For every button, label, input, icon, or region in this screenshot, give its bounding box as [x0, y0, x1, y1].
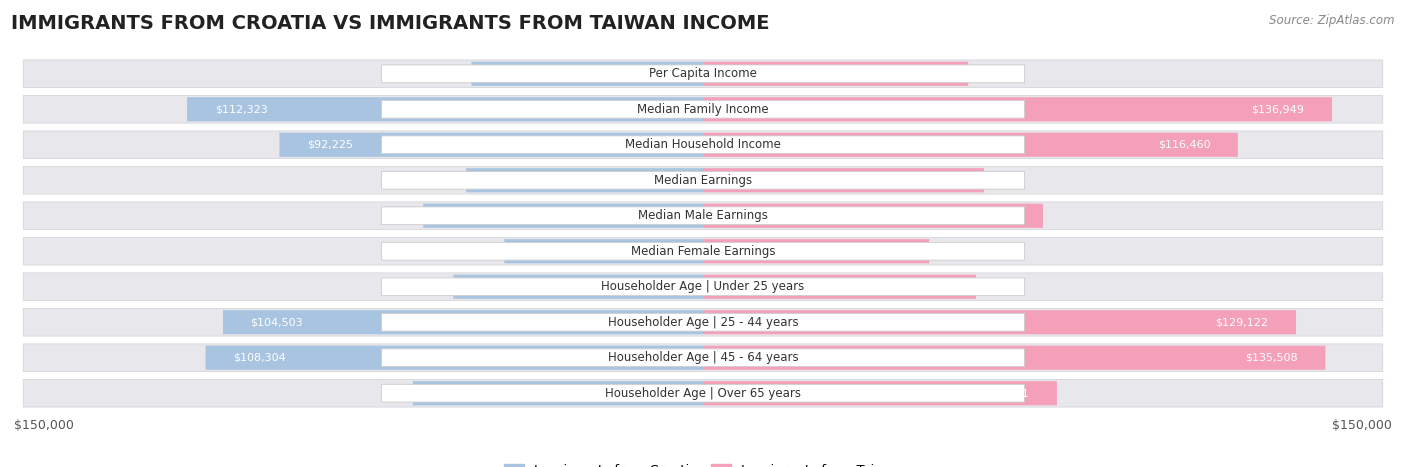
FancyBboxPatch shape: [703, 97, 1331, 121]
Text: $135,508: $135,508: [1246, 353, 1298, 363]
FancyBboxPatch shape: [381, 313, 1025, 331]
Text: $74,031: $74,031: [970, 211, 1015, 221]
Legend: Immigrants from Croatia, Immigrants from Taiwan: Immigrants from Croatia, Immigrants from…: [499, 459, 907, 467]
FancyBboxPatch shape: [471, 62, 703, 86]
Text: $116,460: $116,460: [1157, 140, 1211, 150]
FancyBboxPatch shape: [703, 168, 984, 192]
FancyBboxPatch shape: [381, 349, 1025, 367]
Text: Householder Age | Over 65 years: Householder Age | Over 65 years: [605, 387, 801, 400]
Text: Median Male Earnings: Median Male Earnings: [638, 209, 768, 222]
FancyBboxPatch shape: [703, 275, 976, 299]
FancyBboxPatch shape: [381, 171, 1025, 189]
FancyBboxPatch shape: [703, 381, 1057, 405]
Text: $150,000: $150,000: [14, 419, 75, 432]
Text: Householder Age | 25 - 44 years: Householder Age | 25 - 44 years: [607, 316, 799, 329]
Text: $49,256: $49,256: [856, 246, 901, 256]
FancyBboxPatch shape: [381, 242, 1025, 260]
FancyBboxPatch shape: [413, 381, 703, 405]
Text: Median Earnings: Median Earnings: [654, 174, 752, 187]
FancyBboxPatch shape: [224, 310, 703, 334]
FancyBboxPatch shape: [467, 168, 703, 192]
FancyBboxPatch shape: [381, 384, 1025, 402]
FancyBboxPatch shape: [703, 310, 1296, 334]
Text: $108,304: $108,304: [233, 353, 285, 363]
Text: $59,424: $59,424: [903, 282, 949, 292]
FancyBboxPatch shape: [187, 97, 703, 121]
Text: $150,000: $150,000: [1331, 419, 1392, 432]
FancyBboxPatch shape: [703, 204, 1043, 228]
Text: Householder Age | 45 - 64 years: Householder Age | 45 - 64 years: [607, 351, 799, 364]
Text: IMMIGRANTS FROM CROATIA VS IMMIGRANTS FROM TAIWAN INCOME: IMMIGRANTS FROM CROATIA VS IMMIGRANTS FR…: [11, 14, 769, 33]
Text: Median Female Earnings: Median Female Earnings: [631, 245, 775, 258]
Text: $77,051: $77,051: [984, 388, 1029, 398]
FancyBboxPatch shape: [24, 166, 1382, 194]
FancyBboxPatch shape: [24, 308, 1382, 336]
Text: $129,122: $129,122: [1216, 317, 1268, 327]
Text: Per Capita Income: Per Capita Income: [650, 67, 756, 80]
FancyBboxPatch shape: [423, 204, 703, 228]
FancyBboxPatch shape: [703, 346, 1326, 370]
Text: $92,225: $92,225: [307, 140, 353, 150]
FancyBboxPatch shape: [505, 239, 703, 263]
Text: $50,417: $50,417: [499, 69, 544, 79]
FancyBboxPatch shape: [205, 346, 703, 370]
Text: Source: ZipAtlas.com: Source: ZipAtlas.com: [1270, 14, 1395, 27]
Text: Median Household Income: Median Household Income: [626, 138, 780, 151]
Text: Median Family Income: Median Family Income: [637, 103, 769, 116]
FancyBboxPatch shape: [24, 237, 1382, 265]
FancyBboxPatch shape: [381, 278, 1025, 296]
Text: $104,503: $104,503: [250, 317, 304, 327]
FancyBboxPatch shape: [24, 202, 1382, 230]
Text: $54,343: $54,343: [481, 282, 527, 292]
FancyBboxPatch shape: [280, 133, 703, 157]
Text: $60,914: $60,914: [451, 211, 496, 221]
FancyBboxPatch shape: [24, 95, 1382, 123]
FancyBboxPatch shape: [381, 100, 1025, 118]
FancyBboxPatch shape: [381, 207, 1025, 225]
Text: $136,949: $136,949: [1251, 104, 1305, 114]
Text: $63,168: $63,168: [440, 388, 486, 398]
FancyBboxPatch shape: [24, 344, 1382, 372]
FancyBboxPatch shape: [703, 133, 1237, 157]
FancyBboxPatch shape: [24, 379, 1382, 407]
Text: $112,323: $112,323: [215, 104, 267, 114]
Text: $51,581: $51,581: [494, 175, 540, 185]
Text: $57,742: $57,742: [894, 69, 941, 79]
FancyBboxPatch shape: [24, 60, 1382, 88]
FancyBboxPatch shape: [453, 275, 703, 299]
FancyBboxPatch shape: [24, 131, 1382, 159]
FancyBboxPatch shape: [381, 136, 1025, 154]
FancyBboxPatch shape: [381, 65, 1025, 83]
FancyBboxPatch shape: [24, 273, 1382, 301]
Text: Householder Age | Under 25 years: Householder Age | Under 25 years: [602, 280, 804, 293]
FancyBboxPatch shape: [703, 62, 969, 86]
Text: $61,151: $61,151: [911, 175, 956, 185]
Text: $43,258: $43,258: [531, 246, 578, 256]
FancyBboxPatch shape: [703, 239, 929, 263]
